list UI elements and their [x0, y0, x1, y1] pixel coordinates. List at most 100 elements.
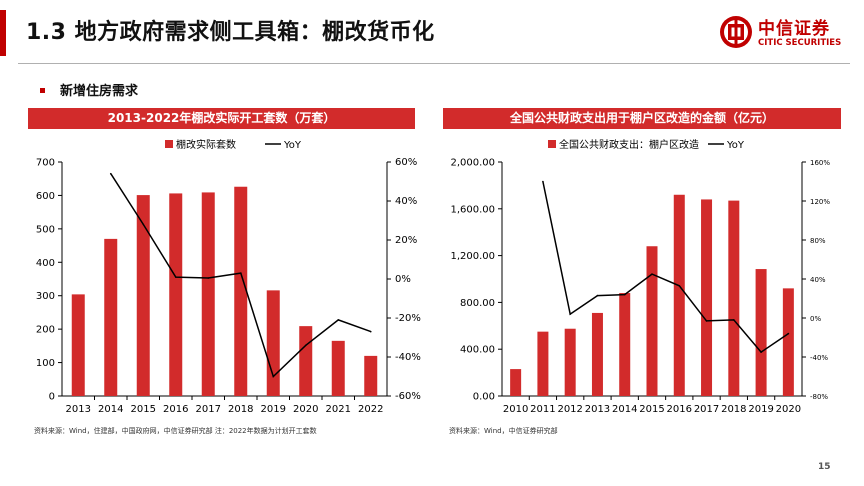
chart1-x-tick-label: 2013 — [66, 404, 91, 415]
chart2-y-right-tick-label: 120% — [810, 198, 830, 206]
chart1-x-tick-label: 2014 — [98, 404, 123, 415]
chart2-bar — [673, 194, 685, 396]
chart1-y-left-tick-label: 100 — [36, 358, 55, 369]
chart1-legend-bar-swatch — [165, 140, 173, 148]
chart1-yoy-point — [369, 330, 372, 333]
chart1-bar — [201, 192, 215, 396]
chart2-yoy-point — [542, 180, 544, 183]
chart1-y-right-tick-label: -40% — [395, 352, 421, 363]
chart2-bar — [537, 331, 549, 396]
chart1-legend-bar-label: 棚改实际套数 — [176, 138, 236, 151]
chart2-y-right-tick-label: 40% — [810, 276, 826, 284]
chart2-x-tick-label: 2014 — [612, 404, 637, 415]
chart1-y-right-tick-label: 0% — [395, 274, 411, 285]
chart1-y-left-tick-label: 700 — [36, 158, 55, 169]
chart2-bar — [591, 312, 603, 396]
chart1-y-right-tick-label: 60% — [395, 157, 417, 168]
citic-logo: 中信证券 CITIC SECURITIES — [718, 14, 848, 54]
chart2-y-right-tick-label: 80% — [810, 237, 826, 245]
chart2-yoy-point — [705, 320, 708, 322]
chart1-x-tick-label: 2021 — [326, 404, 351, 415]
chart2-x-tick-label: 2018 — [721, 404, 746, 415]
chart1-legend-line-label: YoY — [283, 140, 302, 151]
chart2-x-tick-label: 2015 — [639, 404, 664, 415]
chart1-y-left-tick-label: 400 — [36, 258, 55, 269]
chart2-bar — [782, 288, 794, 396]
chart1-bar — [234, 186, 248, 396]
chart2-bar — [619, 293, 631, 396]
chart2-x-tick-label: 2010 — [503, 404, 528, 415]
page-title: 1.3 地方政府需求侧工具箱：棚改货币化 — [26, 20, 435, 45]
chart2-yoy-point — [623, 293, 626, 296]
chart1-x-tick-label: 2017 — [196, 404, 221, 415]
chart1-bar — [364, 355, 378, 396]
chart2-y-right-tick-label: 0% — [810, 315, 821, 323]
header-divider — [18, 63, 850, 64]
chart2-y-left-tick-label: 0.00 — [473, 392, 495, 403]
chart1-y-right-tick-label: 20% — [395, 235, 417, 246]
chart2-x-tick-label: 2016 — [667, 404, 692, 415]
chart1-y-left-tick-label: 200 — [36, 325, 55, 336]
chart1-x-tick-label: 2020 — [293, 404, 318, 415]
chart1-y-right-tick-label: 40% — [395, 196, 417, 207]
chart1-y-left-tick-label: 0 — [49, 392, 55, 403]
chart1-source-note: 资料来源：Wind，住建部，中国政府网，中信证券研究部 注：2022年数据为计划… — [34, 427, 317, 435]
chart1-y-right-tick-label: -20% — [395, 313, 421, 324]
chart2-y-left-tick-label: 1,200.00 — [450, 251, 495, 262]
chart1-bar — [169, 193, 183, 396]
chart2-header: 全国公共财政支出用于棚户区改造的金额（亿元） — [443, 108, 841, 129]
section-label: 新增住房需求 — [60, 84, 139, 99]
chart2-legend-bar-swatch — [548, 140, 556, 148]
chart2-y-right-tick-label: -80% — [810, 393, 828, 401]
chart2-x-tick-label: 2020 — [776, 404, 801, 415]
chart1-yoy-point — [272, 375, 275, 378]
chart2-bar — [646, 246, 658, 396]
chart1-yoy-point — [239, 272, 242, 274]
chart2-bar — [510, 369, 522, 396]
chart1-bar — [71, 294, 85, 396]
chart2-x-tick-label: 2019 — [748, 404, 773, 415]
chart1-yoy-point — [174, 276, 177, 278]
chart2-y-right-tick-label: 160% — [810, 159, 830, 167]
chart1-yoy-point — [337, 319, 340, 321]
chart2-y-left-tick-label: 400.00 — [460, 345, 495, 356]
chart1-yoy-point — [304, 344, 307, 347]
chart1-bar — [104, 238, 118, 396]
chart1-x-tick-label: 2016 — [163, 404, 188, 415]
chart2-source-note: 资料来源：Wind，中信证券研究部 — [449, 427, 558, 435]
chart1-yoy-point — [207, 277, 210, 279]
chart2-x-tick-label: 2017 — [694, 404, 719, 415]
chart1-x-tick-label: 2022 — [358, 404, 383, 415]
title-accent-bar — [0, 10, 6, 56]
chart2-x-tick-label: 2012 — [557, 404, 582, 415]
logo-text-cn: 中信证券 — [758, 19, 830, 39]
chart2-y-left-tick-label: 1,600.00 — [450, 204, 495, 215]
chart2-bar — [728, 200, 740, 396]
chart1-y-left-tick-label: 300 — [36, 291, 55, 302]
chart2-yoy-line — [542, 181, 789, 354]
chart2-x-tick-label: 2013 — [585, 404, 610, 415]
chart1-header: 2013-2022年棚改实际开工套数（万套） — [28, 108, 415, 129]
chart1-x-tick-label: 2015 — [131, 404, 156, 415]
chart2-y-right-tick-label: -40% — [810, 354, 828, 362]
chart2-y-left-tick-label: 800.00 — [460, 298, 495, 309]
logo-text-en: CITIC SECURITIES — [758, 38, 842, 48]
chart2-yoy-point — [760, 351, 762, 353]
chart1-yoy-point — [109, 172, 112, 175]
chart1-y-right-tick-label: -60% — [395, 391, 421, 402]
page-number: 15 — [818, 462, 831, 472]
chart2-yoy-point — [678, 285, 681, 287]
chart2-yoy-point — [596, 294, 599, 297]
section-bullet-icon — [40, 88, 45, 93]
chart1-bar — [331, 340, 345, 396]
chart2-x-tick-label: 2011 — [530, 404, 555, 415]
chart2-y-left-tick-label: 2,000.00 — [450, 158, 495, 169]
chart2-bar — [701, 199, 713, 396]
chart1-x-tick-label: 2018 — [228, 404, 253, 415]
chart2-bar — [564, 328, 576, 396]
citic-logo-mark-icon — [720, 16, 752, 48]
chart1-y-left-tick-label: 600 — [36, 191, 55, 202]
chart1-yoy-point — [142, 223, 145, 226]
